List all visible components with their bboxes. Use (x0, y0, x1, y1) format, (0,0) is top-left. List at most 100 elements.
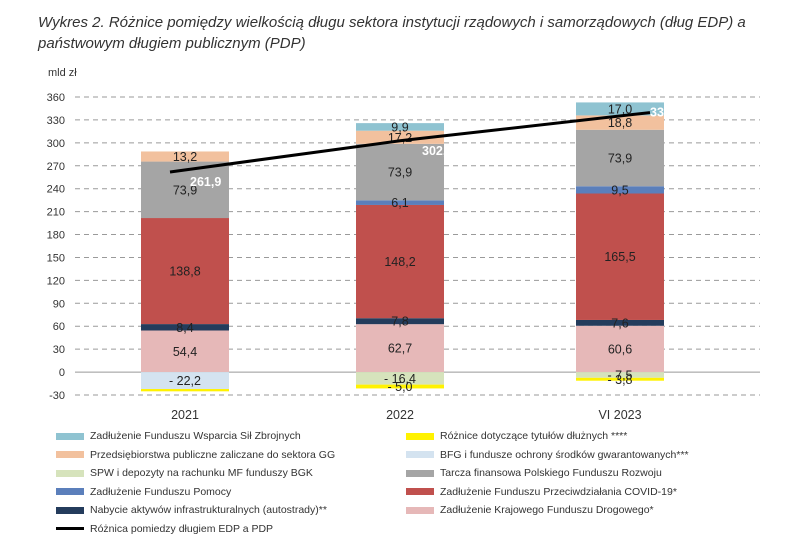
legend-label: Zadłużenie Funduszu Wsparcia Sił Zbrojny… (90, 430, 301, 442)
y-tick-label: 270 (47, 161, 65, 173)
data-label: 13,2 (173, 150, 197, 164)
legend-label: SPW i depozyty na rachunku MF funduszy B… (90, 467, 313, 479)
bar-segment (576, 193, 664, 320)
x-tick-label: 2021 (171, 408, 199, 422)
bar-segment (576, 377, 664, 381)
bar-segment (356, 324, 444, 373)
bar-segment (356, 123, 444, 131)
legend-item: Zadłużenie Funduszu Wsparcia Sił Zbrojny… (56, 430, 301, 442)
y-tick-label: 120 (47, 275, 65, 287)
bar-segment (356, 384, 444, 389)
legend-item: BFG i fundusze ochrony środków gwarantow… (406, 449, 689, 461)
y-tick-label: 180 (47, 230, 65, 242)
legend-swatch (56, 488, 84, 495)
line-data-label: 302,7 (422, 144, 453, 158)
y-tick-label: 210 (47, 207, 65, 219)
legend-swatch (406, 488, 434, 495)
legend-label: Różnice dotyczące tytułów dłużnych **** (440, 430, 628, 442)
legend-label: BFG i fundusze ochrony środków gwarantow… (440, 448, 689, 461)
x-tick-label: VI 2023 (598, 408, 641, 422)
chart-plot: -30 0 30 60 90 120 150 180 210 240 270 300 330 360 202… (47, 92, 760, 422)
legend-item: Tarcza finansowa Polskiego Funduszu Rozw… (406, 467, 662, 479)
y-tick-label: -30 (49, 390, 65, 402)
legend-swatch (406, 469, 434, 477)
data-label: - 7,5 (607, 368, 632, 382)
data-label: 62,7 (388, 342, 412, 356)
chart-title: Wykres 2. Różnice pomiędzy wielkością dł… (38, 14, 746, 52)
data-label: 54,4 (173, 345, 197, 359)
legend-swatch (406, 432, 434, 440)
bar-segment (141, 389, 229, 392)
difference-line (169, 111, 651, 174)
data-label: - 5,0 (387, 380, 412, 394)
data-label: 60,6 (608, 342, 632, 356)
data-label: 7,6 (611, 316, 628, 330)
data-label: 9,9 (391, 120, 408, 134)
y-tick-label: 240 (47, 184, 65, 196)
legend-swatch (56, 432, 84, 440)
legend-item: Różnice dotyczące tytułów dłużnych **** (406, 430, 627, 442)
data-label: - 3,8 (607, 373, 632, 387)
y-tick-label: 330 (47, 115, 65, 127)
bar-segment (576, 372, 664, 378)
legend-swatch (406, 506, 434, 514)
data-label: 148,2 (384, 255, 415, 269)
legend-label: Zadłużenie Funduszu Przeciwdziałania COV… (440, 485, 677, 498)
legend-swatch (56, 451, 84, 458)
bar-segment (356, 143, 444, 201)
y-tick-label: 0 (59, 367, 65, 379)
bar-segment (576, 186, 664, 194)
data-label: 8,4 (176, 321, 193, 335)
data-label: - 22,2 (169, 374, 201, 388)
data-label: - 16,4 (384, 372, 416, 386)
legend-item: Zadłużenie Funduszu Pomocy (56, 486, 231, 498)
legend-label: Różnica pomiedzy długiem EDP a PDP (90, 522, 274, 535)
legend-swatch (56, 506, 84, 514)
data-label: 7,8 (391, 315, 408, 329)
legend-item: Zadłużenie Krajowego Funduszu Drogowego* (406, 504, 654, 516)
legend-label: Nabycie aktywów infrastrukturalnych (aut… (90, 504, 327, 516)
y-axis-unit: mld zł (48, 67, 77, 79)
data-label: 9,5 (611, 183, 628, 197)
legend-label: Przedsiębiorstwa publiczne zaliczane do … (90, 448, 336, 461)
y-tick-label: 300 (47, 138, 65, 150)
legend-label: Zadłużenie Funduszu Pomocy (90, 485, 232, 498)
bar-segment (141, 324, 229, 331)
bar-segment (576, 319, 664, 326)
legend-swatch (56, 469, 84, 477)
data-label: 18,8 (608, 116, 632, 130)
legend-item: Różnica pomiedzy długiem EDP a PDP (56, 523, 273, 535)
legend-item: Przedsiębiorstwa publiczne zaliczane do … (56, 449, 335, 461)
bar-segment (576, 325, 664, 373)
data-label: 138,8 (169, 265, 200, 279)
legend-item: SPW i depozyty na rachunku MF funduszy B… (56, 467, 313, 479)
bar-segment (141, 330, 229, 373)
x-tick-label: 2022 (386, 408, 414, 422)
bar-segment (141, 151, 229, 162)
y-tick-label: 360 (47, 92, 65, 104)
data-label: 73,9 (608, 152, 632, 166)
legend-label: Zadłużenie Krajowego Funduszu Drogowego* (440, 504, 654, 516)
data-label: 17,0 (608, 102, 632, 116)
bar-segment (576, 129, 664, 187)
legend-swatch (406, 451, 434, 458)
bar-segment (356, 130, 444, 144)
y-tick-label: 150 (47, 252, 65, 264)
bar-segment (356, 372, 444, 385)
bar-segment (141, 372, 229, 390)
legend-label: Tarcza finansowa Polskiego Funduszu Rozw… (440, 467, 662, 479)
line-data-label: 339,6 (650, 106, 681, 120)
legend-item: Zadłużenie Funduszu Przeciwdziałania COV… (406, 486, 677, 498)
bar-segment (356, 204, 444, 319)
y-tick-label: 60 (53, 321, 65, 333)
data-label: 165,5 (604, 250, 635, 264)
bar-segment (356, 200, 444, 205)
data-label: 73,9 (388, 166, 412, 180)
legend-swatch (56, 527, 84, 530)
bar-segment (356, 318, 444, 325)
bar-segment (141, 218, 229, 325)
data-label: 6,1 (391, 196, 408, 210)
data-label: 73,9 (173, 183, 197, 197)
y-tick-label: 90 (53, 298, 65, 310)
y-tick-label: 30 (53, 344, 65, 356)
